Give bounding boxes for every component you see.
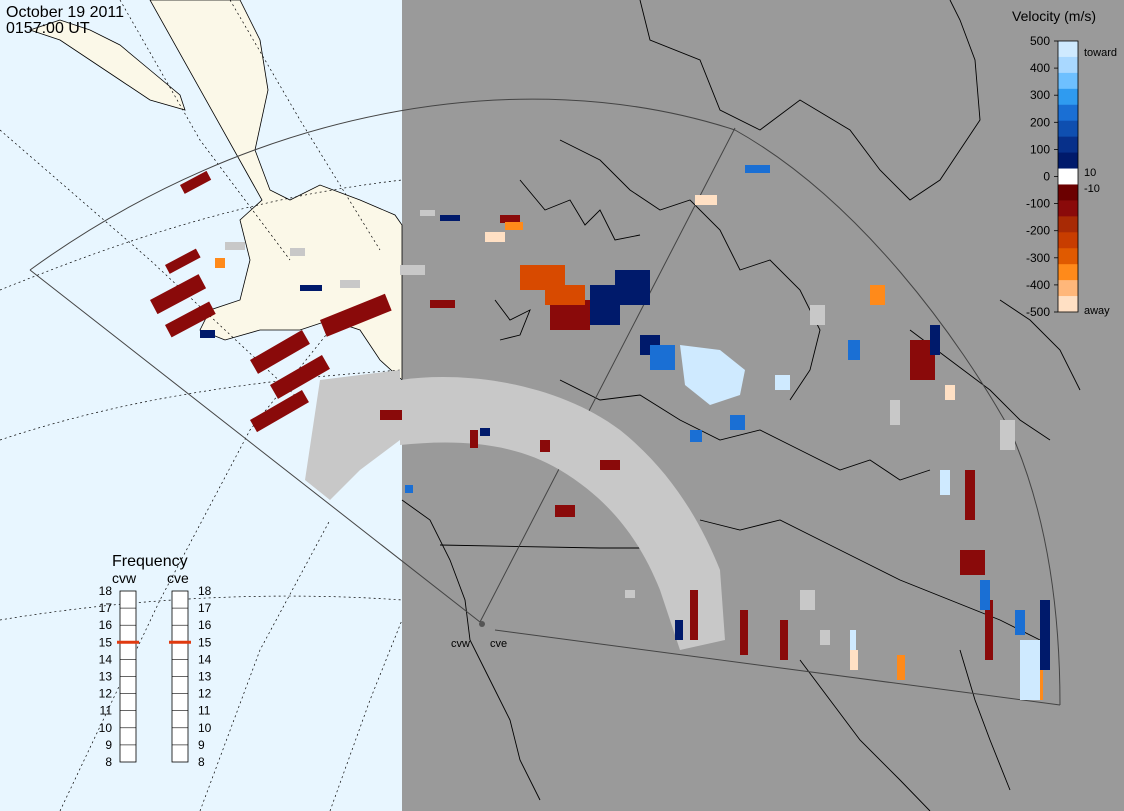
frequency-tick-label-cvw: 8 [105,755,112,769]
date-label: October 19 2011 [6,4,124,21]
frequency-radar-label-cve: cve [167,570,189,586]
velocity-color-cell [1058,41,1078,58]
velocity-tick-label: -400 [1026,278,1050,292]
frequency-tick-label-cve: 9 [198,738,205,752]
velocity-tick-label: -100 [1026,197,1050,211]
frequency-panel: Frequency cvw cve 18 18 17 17 16 16 15 15 14 14 13… [99,553,212,769]
velocity-color-cell [1058,280,1078,297]
velocity-color-cell [1058,56,1078,74]
land-chukotka [28,19,186,111]
velocity-color-cell [1058,248,1078,265]
velocity-tick-label: 100 [1030,142,1050,156]
frequency-tick-label-cve: 8 [198,755,205,769]
frequency-tick-label-cvw: 12 [99,687,113,701]
frequency-tick-label-cvw: 9 [105,738,112,752]
frequency-tick-label-cve: 15 [198,635,212,649]
velocity-away-label: away [1084,305,1110,317]
velocity-color-cell [1058,264,1078,281]
frequency-tick-label-cve: 16 [198,618,212,632]
backscatter-cells [149,165,1050,700]
frequency-tick-label-cvw: 18 [99,584,113,598]
radar-site-label-cve: cve [490,638,507,650]
radar-site-marker [479,621,485,627]
radar-sites: cvw cve [451,621,507,650]
ground-scatter-west [305,370,400,500]
velocity-tick-label: -300 [1026,251,1050,265]
frequency-tick-label-cvw: 15 [99,635,113,649]
velocity-color-cell [1058,216,1078,233]
velocity-colorbar: Velocity (m/s) 500 400 300 200 100 0 -100 -200 -… [1012,8,1117,319]
velocity-color-cell [1058,120,1078,138]
velocity-tick-label: 0 [1043,170,1050,184]
velocity-tick-label: 300 [1030,88,1050,102]
frequency-tick-label-cvw: 14 [99,652,113,666]
velocity-tick-label: -500 [1026,305,1050,319]
velocity-inner-label-minus10: -10 [1084,183,1100,195]
frequency-radar-label-cvw: cvw [112,570,137,586]
velocity-color-cell [1058,168,1078,185]
velocity-color-cell [1058,232,1078,249]
velocity-color-cell [1058,104,1078,122]
velocity-color-cell [1058,152,1078,170]
frequency-tick-label-cve: 11 [198,704,211,718]
coastlines [401,0,1081,811]
frequency-tick-label-cvw: 17 [99,601,113,615]
frequency-tick-label-cve: 13 [198,670,212,684]
velocity-tick-label: 500 [1030,34,1050,48]
velocity-color-cell [1058,72,1078,90]
velocity-toward-label: toward [1084,47,1117,59]
velocity-scale-title: Velocity (m/s) [1012,8,1096,24]
frequency-tick-label-cvw: 11 [100,704,113,718]
radar-site-label-cvw: cvw [451,638,470,650]
frequency-tick-label-cvw: 16 [99,618,113,632]
velocity-color-cell [1058,200,1078,217]
frequency-tick-label-cve: 17 [198,601,212,615]
frequency-tick-label-cve: 14 [198,652,212,666]
velocity-tick-label: 200 [1030,115,1050,129]
frequency-tick-label-cvw: 13 [99,670,113,684]
velocity-color-cell [1058,88,1078,106]
frequency-title: Frequency [112,553,188,570]
lat-lon-grid [0,0,403,811]
velocity-color-cell [1058,296,1078,313]
velocity-inner-label-plus10: 10 [1084,167,1096,179]
velocity-tick-label: 400 [1030,61,1050,75]
frequency-tick-label-cvw: 10 [99,721,113,735]
frequency-tick-label-cve: 10 [198,721,212,735]
time-label: 0157:00 UT [6,20,90,37]
frequency-tick-label-cve: 18 [198,584,212,598]
velocity-tick-label: -200 [1026,224,1050,238]
velocity-color-cell [1058,184,1078,201]
velocity-color-cell [1058,136,1078,154]
radar-fov-outline [29,98,1061,706]
frequency-tick-label-cve: 12 [198,687,212,701]
